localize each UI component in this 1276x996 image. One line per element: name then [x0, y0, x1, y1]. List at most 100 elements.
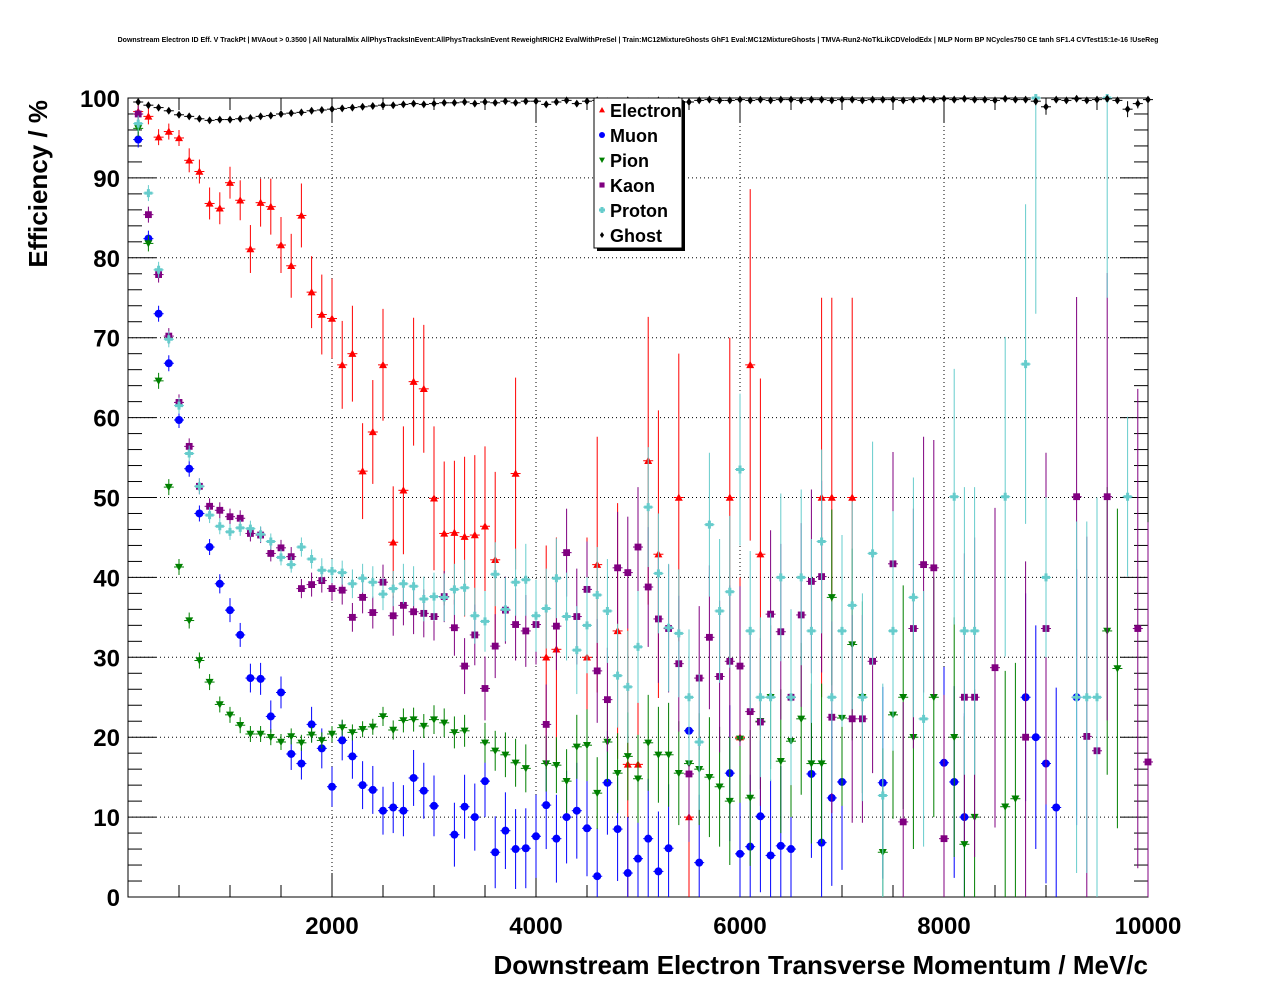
data-point [145, 211, 152, 219]
data-point [399, 486, 408, 494]
data-point [196, 114, 203, 123]
data-point [827, 693, 836, 702]
data-point [440, 529, 449, 537]
data-point [1123, 492, 1132, 501]
data-point [512, 621, 519, 628]
data-point [1022, 733, 1029, 741]
legend-box [593, 97, 683, 249]
data-point [562, 612, 571, 621]
data-point [481, 739, 489, 747]
data-point [807, 760, 816, 768]
data-point [1043, 102, 1049, 111]
data-point [1134, 625, 1142, 632]
data-point [553, 622, 560, 630]
data-point [492, 98, 498, 107]
y-tick-label: 30 [93, 645, 120, 672]
data-point [195, 657, 204, 665]
data-point [277, 553, 285, 562]
x-tick-label: 6000 [713, 913, 766, 940]
data-point [889, 626, 897, 635]
data-point [644, 583, 652, 591]
data-point [1124, 105, 1131, 114]
data-point [144, 112, 153, 120]
data-point [257, 112, 264, 121]
data-point [247, 113, 254, 122]
data-point [910, 95, 917, 104]
data-point [277, 241, 285, 249]
data-point [899, 694, 908, 702]
data-point [287, 733, 296, 741]
data-point [776, 841, 785, 850]
data-point [470, 813, 479, 822]
data-point [869, 95, 876, 104]
data-point [614, 564, 621, 572]
data-point [533, 97, 539, 106]
data-point [237, 114, 243, 123]
data-point [634, 543, 642, 551]
legend-marker-muon [599, 132, 605, 138]
data-point [511, 469, 520, 477]
data-point [696, 96, 702, 105]
data-point [266, 537, 275, 546]
data-point [562, 777, 571, 786]
data-point [399, 806, 408, 815]
data-point [593, 789, 602, 798]
data-point [154, 265, 163, 274]
series-electron [133, 103, 858, 897]
y-tick-label: 40 [93, 565, 120, 592]
data-point [389, 726, 398, 735]
data-point [931, 95, 937, 104]
data-point [144, 189, 153, 198]
data-point [481, 522, 489, 530]
data-point [929, 694, 938, 702]
data-point [450, 830, 459, 839]
data-point [419, 594, 428, 603]
data-point [461, 662, 468, 670]
data-point [511, 578, 520, 587]
data-point [460, 802, 469, 811]
data-point [1063, 96, 1070, 105]
data-point [1084, 96, 1090, 105]
data-point [215, 579, 224, 588]
data-point [572, 743, 581, 751]
data-point [368, 578, 377, 587]
data-point [970, 626, 979, 635]
data-point [542, 653, 551, 661]
data-point [226, 606, 234, 615]
data-point [1002, 94, 1008, 103]
data-point [715, 783, 724, 791]
data-point [1053, 95, 1059, 104]
data-point [1113, 665, 1122, 673]
data-point [623, 869, 632, 878]
data-point [308, 106, 315, 115]
data-point [349, 613, 356, 621]
data-point [930, 564, 938, 572]
data-point [1052, 803, 1061, 812]
data-point [613, 671, 622, 680]
data-point [226, 513, 234, 521]
chart-title: Downstream Electron ID Eff. V TrackPt | … [118, 37, 1159, 44]
data-point [523, 97, 529, 106]
data-point [747, 96, 753, 105]
data-point [175, 401, 183, 410]
data-point [338, 724, 347, 732]
legend-marker-kaon [599, 182, 605, 188]
data-point [817, 760, 826, 768]
data-points [133, 94, 1153, 897]
data-point [818, 95, 825, 104]
data-point [674, 769, 683, 778]
data-point [185, 449, 194, 458]
data-point [553, 97, 560, 106]
data-point [460, 583, 469, 592]
data-point [1042, 573, 1050, 582]
data-point [491, 570, 500, 579]
data-point [460, 727, 469, 735]
data-point [205, 678, 214, 687]
data-point [705, 773, 714, 782]
legend-label-muon: Muon [610, 126, 658, 146]
data-point [654, 569, 663, 578]
data-point [134, 110, 142, 118]
data-point [339, 104, 345, 113]
data-point [848, 493, 857, 501]
data-point [1001, 803, 1010, 811]
